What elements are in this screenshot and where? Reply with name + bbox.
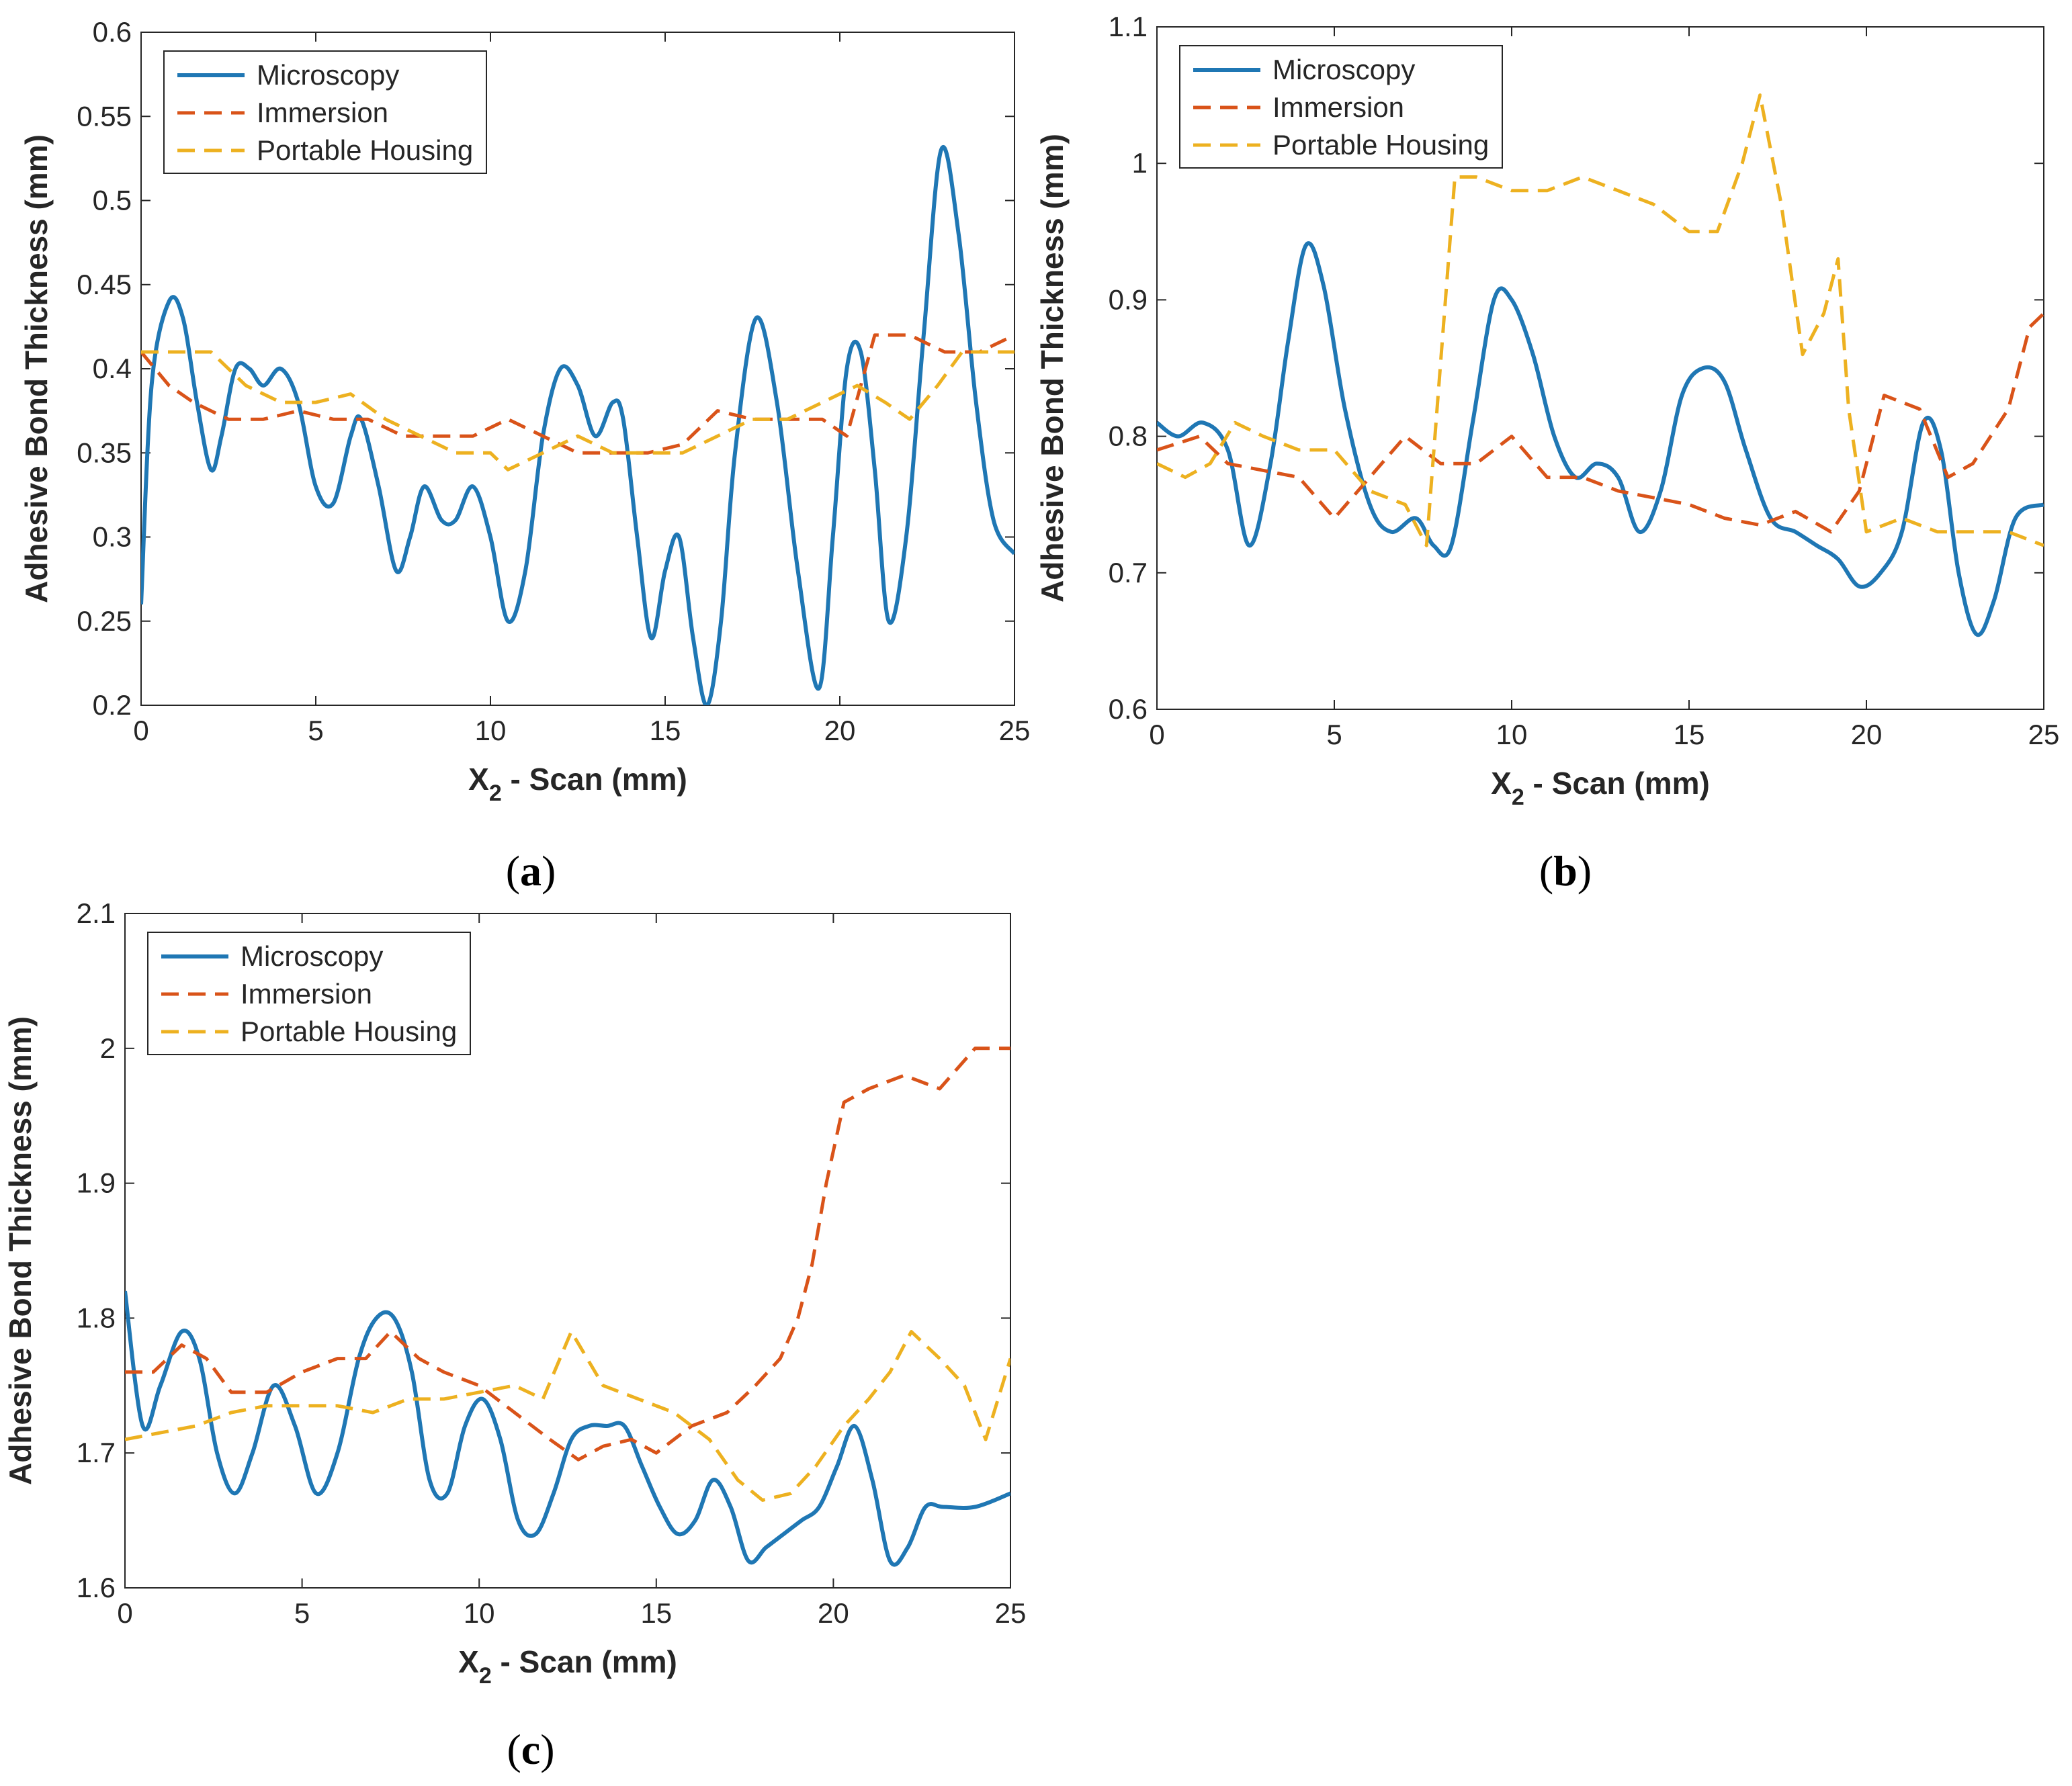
y-tick-label: 1.7	[77, 1437, 116, 1468]
caption-open-paren: (	[506, 847, 520, 895]
x-tick-label: 25	[999, 715, 1031, 746]
x-axis-title-subscript: 2	[1512, 785, 1524, 810]
x-axis-title-rest: - Scan (mm)	[492, 1644, 677, 1679]
legend: Microscopy Immersion Portable Housing	[147, 932, 471, 1055]
series-group	[125, 1046, 1010, 1567]
y-tick-label: 0.3	[93, 521, 132, 553]
legend: Microscopy Immersion Portable Housing	[163, 50, 487, 174]
caption-open-paren: (	[1539, 847, 1553, 895]
legend-label: Microscopy	[1272, 54, 1415, 85]
y-tick-label: 0.7	[1109, 557, 1148, 588]
series-line-portable-housing	[141, 350, 1015, 472]
caption-close-paren: )	[540, 1726, 554, 1773]
legend-label: Portable Housing	[1272, 129, 1489, 161]
x-tick-label: 0	[117, 1597, 132, 1629]
x-tick-label: 10	[1496, 719, 1528, 750]
y-tick-label: 0.5	[93, 185, 132, 216]
chart-panel-c: 0 5 10 15 20 25 1.6 1.7 1.8 1.9 2 2.1 Microscopy Imme…	[3, 897, 1026, 1773]
series-line-immersion	[141, 333, 1015, 455]
x-tick-label: 20	[818, 1597, 849, 1629]
y-axis-title: Adhesive Bond Thickness (mm)	[3, 1016, 38, 1485]
y-tick-label: 0.35	[77, 437, 132, 468]
panel-caption: (c)	[507, 1726, 554, 1773]
x-axis-title-rest: - Scan (mm)	[502, 762, 687, 797]
y-tick-label: 1.8	[77, 1302, 116, 1333]
caption-close-paren: )	[542, 847, 556, 895]
legend-label: Microscopy	[257, 59, 399, 91]
x-tick-label: 20	[1851, 719, 1883, 750]
y-tick-label: 0.9	[1109, 283, 1148, 315]
chart-panel-a: 0 5 10 15 20 25 0.2 0.25 0.3 0.35 0.4 0.45 0.5 0.55 0.…	[19, 16, 1030, 895]
y-tick-label: 0.2	[93, 689, 132, 721]
x-tick-label: 0	[133, 715, 148, 746]
y-tick-label: 2.1	[77, 897, 116, 929]
x-tick-label: 10	[475, 715, 507, 746]
x-axis-title-subscript: 2	[489, 780, 502, 806]
y-tick-label: 2	[100, 1032, 116, 1064]
x-tick-label: 15	[1674, 719, 1705, 750]
chart-panel-b: 0 5 10 15 20 25 0.6 0.7 0.8 0.9 1 1.1 Microscopy Imme…	[1035, 11, 2059, 895]
y-axis-title: Adhesive Bond Thickness (mm)	[1035, 134, 1070, 602]
legend: Microscopy Immersion Portable Housing	[1179, 45, 1503, 169]
y-tick-label: 0.8	[1109, 420, 1148, 452]
caption-letter: b	[1553, 847, 1578, 895]
series-line-portable-housing	[125, 1330, 1010, 1502]
legend-label: Portable Housing	[257, 134, 473, 166]
panel-caption: (b)	[1539, 847, 1592, 895]
legend-label: Immersion	[241, 978, 372, 1010]
y-tick-label: 1.9	[77, 1167, 116, 1199]
y-tick-label: 1.6	[77, 1572, 116, 1603]
y-axis-title: Adhesive Bond Thickness (mm)	[19, 134, 54, 603]
x-axis-title-rest: - Scan (mm)	[1524, 766, 1710, 801]
panel-caption: (a)	[506, 847, 556, 895]
x-tick-label: 15	[650, 715, 681, 746]
x-axis-title: X2 - Scan (mm)	[458, 1644, 677, 1689]
caption-letter: a	[520, 847, 542, 895]
series-group	[1157, 93, 2044, 637]
x-axis-title: X2 - Scan (mm)	[1491, 766, 1710, 810]
series-line-microscopy	[125, 1290, 1010, 1567]
x-tick-label: 25	[2028, 719, 2060, 750]
caption-letter: c	[521, 1726, 540, 1773]
x-tick-label: 5	[1326, 719, 1342, 750]
x-tick-label: 15	[640, 1597, 672, 1629]
legend-label: Microscopy	[241, 940, 383, 972]
x-tick-label: 5	[308, 715, 323, 746]
x-tick-label: 25	[995, 1597, 1027, 1629]
y-tick-label: 0.6	[93, 16, 132, 48]
y-tick-label: 0.4	[93, 353, 132, 384]
x-axis-title-main: X	[458, 1644, 479, 1679]
x-axis-title-main: X	[468, 762, 489, 797]
series-line-microscopy	[141, 145, 1015, 705]
x-tick-label: 10	[464, 1597, 495, 1629]
x-tick-label: 5	[294, 1597, 310, 1629]
x-tick-label: 0	[1149, 719, 1164, 750]
y-tick-label: 0.25	[77, 605, 132, 637]
y-tick-label: 0.45	[77, 269, 132, 300]
x-tick-label: 20	[824, 715, 856, 746]
legend-label: Immersion	[1272, 91, 1404, 123]
x-axis-title-subscript: 2	[479, 1663, 492, 1689]
caption-close-paren: )	[1578, 847, 1592, 895]
y-tick-label: 0.55	[77, 100, 132, 132]
legend-label: Portable Housing	[241, 1016, 457, 1047]
y-tick-label: 1	[1132, 147, 1148, 179]
legend-label: Immersion	[257, 97, 388, 128]
x-axis-title: X2 - Scan (mm)	[468, 762, 687, 806]
x-axis-title-main: X	[1491, 766, 1512, 801]
series-group	[141, 145, 1015, 705]
y-tick-label: 1.1	[1109, 11, 1148, 42]
y-tick-label: 0.6	[1109, 693, 1148, 725]
caption-open-paren: (	[507, 1726, 521, 1773]
